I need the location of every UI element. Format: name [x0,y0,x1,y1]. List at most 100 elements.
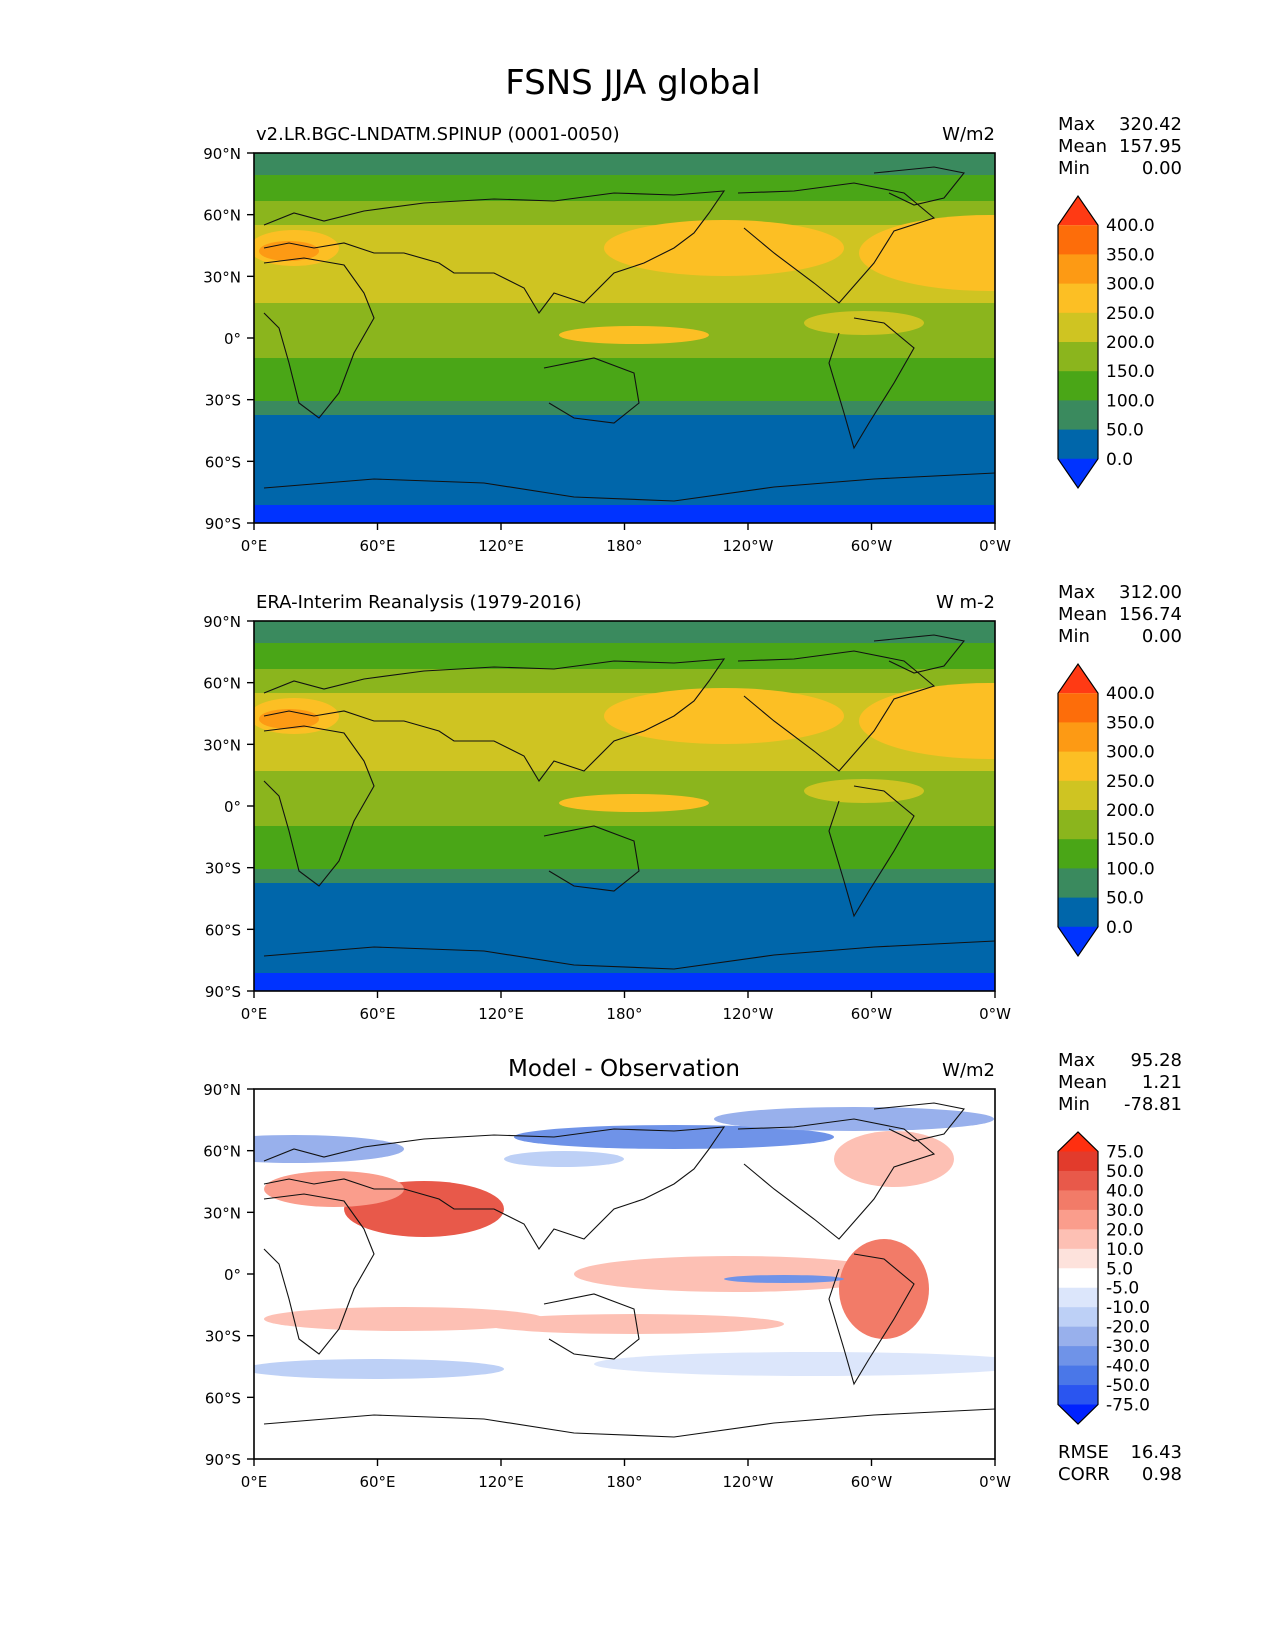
colorbar-label: -10.0 [1106,1298,1150,1318]
lat-tick-label: 30°S [205,392,241,410]
land-outlines [263,166,995,502]
lat-tick-label: 0° [224,798,241,816]
lat-tick-label: 90°N [203,613,241,631]
map-field [254,1089,995,1459]
colorbar-segment [1058,225,1098,255]
colorbar-label: 350.0 [1106,713,1155,733]
colorbar-segment [1058,780,1098,811]
coastline [263,1193,375,1355]
colorbar-segment [1058,283,1098,314]
lat-tick-label: 90°S [205,983,241,1001]
coastline [828,317,915,450]
panel-title-center: Model - Observation [508,1056,740,1082]
stat-label: Min [1058,1094,1090,1115]
coastline [828,785,915,918]
field-band [254,883,995,973]
lon-tick-label: 0°W [979,537,1011,555]
stat-value: -78.81 [1124,1094,1182,1115]
lon-tick-label: 180° [606,537,642,555]
field-region [264,1171,404,1207]
lat-tick-label: 60°S [205,1389,241,1407]
field-region [484,1314,784,1334]
lon-tick-label: 60°W [851,537,893,555]
colorbar-label: 250.0 [1106,304,1155,324]
field-bands [254,621,995,991]
field-region [514,1125,834,1149]
axis-ticks: 90°N 60°N 30°N 0° 30°S 60°S 90°S0°E 60°E 120°E 18… [203,613,1011,1023]
colorbar-segment [1058,400,1098,431]
colorbar-label: 300.0 [1106,275,1155,295]
lon-tick-label: 0°E [241,1473,268,1491]
colorbar-label: 0.0 [1106,918,1133,938]
field-band [254,849,995,869]
field-region [254,1135,404,1163]
colorbar-segment [1058,1365,1098,1386]
coastline [543,825,640,892]
colorbar-segment [1058,722,1098,753]
field-band [254,153,995,175]
field-band [254,505,995,523]
lat-tick-label: 60°S [205,921,241,939]
metric-label: RMSE [1058,1442,1109,1463]
colorbar-label: 150.0 [1106,362,1155,382]
lon-tick-label: 0°W [979,1005,1011,1023]
stat-value: 312.00 [1119,582,1182,603]
metric-value: 16.43 [1130,1442,1182,1463]
coastline [263,1126,726,1250]
coastline [263,257,375,419]
colorbar-segment [1058,1307,1098,1328]
lon-tick-label: 60°E [359,1005,395,1023]
lat-tick-label: 60°N [203,675,241,693]
metric-label: CORR [1058,1464,1110,1485]
colorbar-segment [1058,342,1098,372]
field-region [604,688,844,744]
coastline [263,725,375,887]
colorbar-segment [1058,1248,1098,1269]
field-region [259,241,319,261]
field-region [804,311,924,335]
lon-tick-label: 120°W [723,1005,774,1023]
stat-value: 157.95 [1119,136,1182,157]
lon-tick-label: 180° [606,1473,642,1491]
stat-value: 0.00 [1142,626,1182,647]
lon-tick-label: 180° [606,1005,642,1023]
colorbar-label: 50.0 [1106,1162,1144,1182]
land-outlines [263,634,995,970]
colorbar-label: 50.0 [1106,889,1144,909]
field-region [859,683,995,759]
colorbar-segment [1058,312,1098,343]
field-band [254,973,995,991]
colorbar-segment [1058,1229,1098,1250]
field-region [604,220,844,276]
colorbar-segment [1058,1209,1098,1230]
stat-label: Mean [1058,604,1107,625]
field-region [804,779,924,803]
colorbar-segment [1058,429,1098,460]
lat-tick-label: 30°S [205,860,241,878]
field-region [259,709,319,729]
colorbar-extend-max [1058,196,1098,226]
metric-value: 0.98 [1142,1464,1182,1485]
colorbar-label: 100.0 [1106,859,1155,879]
colorbar-segment [1058,254,1098,285]
coastline [263,940,995,970]
field-band [254,869,995,883]
colorbar-label: 30.0 [1106,1201,1144,1221]
field-band [254,643,995,669]
lon-tick-label: 120°E [478,537,524,555]
colorbar-label: 250.0 [1106,772,1155,792]
lat-tick-label: 30°N [203,268,241,286]
colorbar-extend-max [1058,1132,1098,1152]
field-band [254,669,995,693]
lat-tick-label: 90°S [205,515,241,533]
stat-label: Max [1058,582,1096,603]
coastline [828,1253,915,1386]
colorbar-label: 400.0 [1106,684,1155,704]
coastline [737,650,936,772]
colorbar-label: 40.0 [1106,1181,1144,1201]
axis-ticks: 90°N 60°N 30°N 0° 30°S 60°S 90°S0°E 60°E 120°E 18… [203,1081,1011,1491]
panel-difference: Model - Observation W/m2 90°N 60°N 30°N 0° 3… [203,1056,1011,1491]
colorbar-segment [1058,693,1098,723]
colorbar-label: 350.0 [1106,245,1155,265]
colorbar-segment [1058,1190,1098,1211]
